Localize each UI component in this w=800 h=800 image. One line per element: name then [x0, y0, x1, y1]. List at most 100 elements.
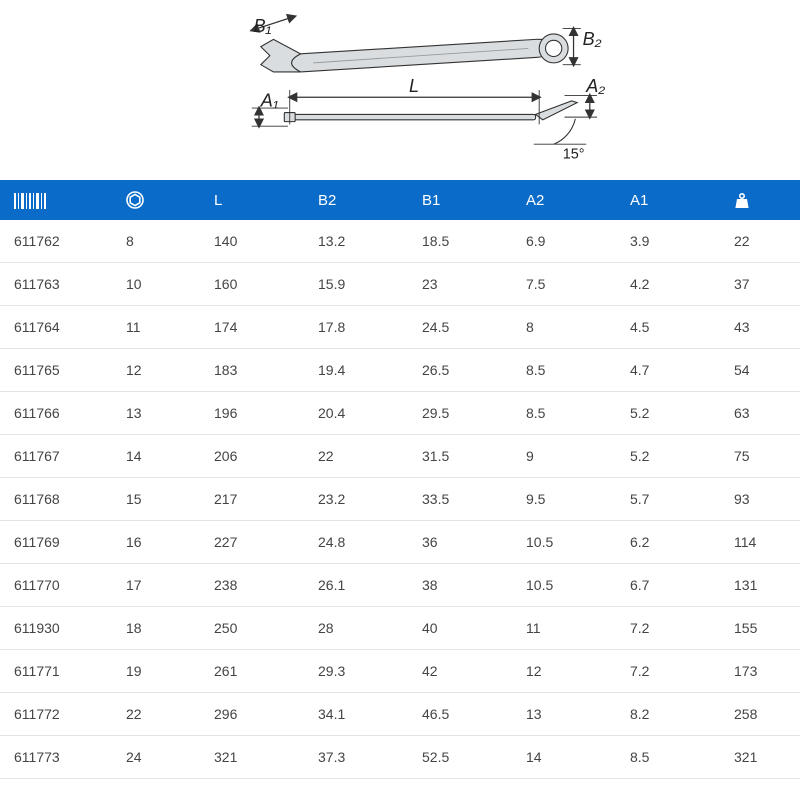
table-cell: 29.3 — [304, 650, 408, 693]
table-cell: 238 — [200, 564, 304, 607]
table-cell: 611773 — [0, 736, 112, 779]
table-cell: 611771 — [0, 650, 112, 693]
table-cell: 206 — [200, 435, 304, 478]
col-header-b2: B2 — [304, 180, 408, 220]
table-cell: 42 — [408, 650, 512, 693]
label-b2: B₂ — [583, 29, 602, 49]
table-cell: 13 — [112, 392, 200, 435]
table-row: 6117711926129.342127.2173 — [0, 650, 800, 693]
table-cell: 6.7 — [616, 564, 720, 607]
table-row: 6117631016015.9237.54.237 — [0, 263, 800, 306]
col-header-hex-icon — [112, 180, 200, 220]
table-row: 6117722229634.146.5138.2258 — [0, 693, 800, 736]
table-row: 611762814013.218.56.93.922 — [0, 220, 800, 263]
table-cell: 28 — [304, 607, 408, 650]
table-cell: 9 — [512, 435, 616, 478]
table-cell: 29.5 — [408, 392, 512, 435]
table-cell: 46.5 — [408, 693, 512, 736]
table-cell: 37.3 — [304, 736, 408, 779]
table-cell: 8 — [512, 306, 616, 349]
table-row: 611930182502840117.2155 — [0, 607, 800, 650]
table-row: 6117701723826.13810.56.7131 — [0, 564, 800, 607]
table-cell: 173 — [720, 650, 800, 693]
table-body: 611762814013.218.56.93.9226117631016015.… — [0, 220, 800, 779]
table-cell: 19 — [112, 650, 200, 693]
table-row: 6117691622724.83610.56.2114 — [0, 521, 800, 564]
table-cell: 15.9 — [304, 263, 408, 306]
col-header-a1: A1 — [616, 180, 720, 220]
table-cell: 52.5 — [408, 736, 512, 779]
table-cell: 43 — [720, 306, 800, 349]
table-cell: 3.9 — [616, 220, 720, 263]
table-row: 6117732432137.352.5148.5321 — [0, 736, 800, 779]
table-cell: 8 — [112, 220, 200, 263]
table-cell: 4.5 — [616, 306, 720, 349]
label-l: L — [409, 76, 419, 96]
table-cell: 34.1 — [304, 693, 408, 736]
table-cell: 611772 — [0, 693, 112, 736]
table-cell: 7.2 — [616, 650, 720, 693]
table-cell: 26.5 — [408, 349, 512, 392]
table-row: 6117651218319.426.58.54.754 — [0, 349, 800, 392]
table-cell: 140 — [200, 220, 304, 263]
col-header-a2: A2 — [512, 180, 616, 220]
table-cell: 11 — [112, 306, 200, 349]
table-cell: 24 — [112, 736, 200, 779]
table-header-row: LB2B1A2A1 — [0, 180, 800, 220]
table-cell: 36 — [408, 521, 512, 564]
table-cell: 23 — [408, 263, 512, 306]
table-cell: 40 — [408, 607, 512, 650]
table-cell: 24.5 — [408, 306, 512, 349]
table-cell: 16 — [112, 521, 200, 564]
table-cell: 611768 — [0, 478, 112, 521]
table-cell: 15 — [112, 478, 200, 521]
table-cell: 13.2 — [304, 220, 408, 263]
table-cell: 196 — [200, 392, 304, 435]
table-row: 6117681521723.233.59.55.793 — [0, 478, 800, 521]
table-cell: 227 — [200, 521, 304, 564]
table-cell: 611767 — [0, 435, 112, 478]
label-a2: A₂ — [585, 76, 605, 96]
table-cell: 20.4 — [304, 392, 408, 435]
table-cell: 6.9 — [512, 220, 616, 263]
table-cell: 11 — [512, 607, 616, 650]
table-cell: 18.5 — [408, 220, 512, 263]
label-b1: B₁ — [254, 16, 272, 36]
table-cell: 174 — [200, 306, 304, 349]
table-cell: 611766 — [0, 392, 112, 435]
table-cell: 12 — [112, 349, 200, 392]
table-cell: 22 — [720, 220, 800, 263]
table-cell: 611769 — [0, 521, 112, 564]
table-cell: 23.2 — [304, 478, 408, 521]
table-cell: 321 — [200, 736, 304, 779]
table-cell: 8.5 — [512, 392, 616, 435]
col-header-barcode-icon — [0, 180, 112, 220]
table-cell: 63 — [720, 392, 800, 435]
table-cell: 24.8 — [304, 521, 408, 564]
table-cell: 131 — [720, 564, 800, 607]
table-cell: 5.7 — [616, 478, 720, 521]
table-cell: 18 — [112, 607, 200, 650]
label-a1: A₁ — [260, 90, 279, 110]
table-cell: 611762 — [0, 220, 112, 263]
table-cell: 14 — [112, 435, 200, 478]
table-cell: 26.1 — [304, 564, 408, 607]
table-cell: 7.5 — [512, 263, 616, 306]
table-cell: 12 — [512, 650, 616, 693]
table-cell: 22 — [304, 435, 408, 478]
table-row: 6117641117417.824.584.543 — [0, 306, 800, 349]
table-cell: 93 — [720, 478, 800, 521]
col-header-b1: B1 — [408, 180, 512, 220]
table-cell: 4.2 — [616, 263, 720, 306]
table-cell: 13 — [512, 693, 616, 736]
table-cell: 611765 — [0, 349, 112, 392]
diagram-svg: B₁ B₂ L A₁ A₂ 15° — [165, 5, 635, 175]
table-cell: 5.2 — [616, 392, 720, 435]
table-cell: 10 — [112, 263, 200, 306]
table-cell: 321 — [720, 736, 800, 779]
table-cell: 31.5 — [408, 435, 512, 478]
table-cell: 258 — [720, 693, 800, 736]
table-cell: 19.4 — [304, 349, 408, 392]
table-cell: 54 — [720, 349, 800, 392]
table-row: 611767142062231.595.275 — [0, 435, 800, 478]
